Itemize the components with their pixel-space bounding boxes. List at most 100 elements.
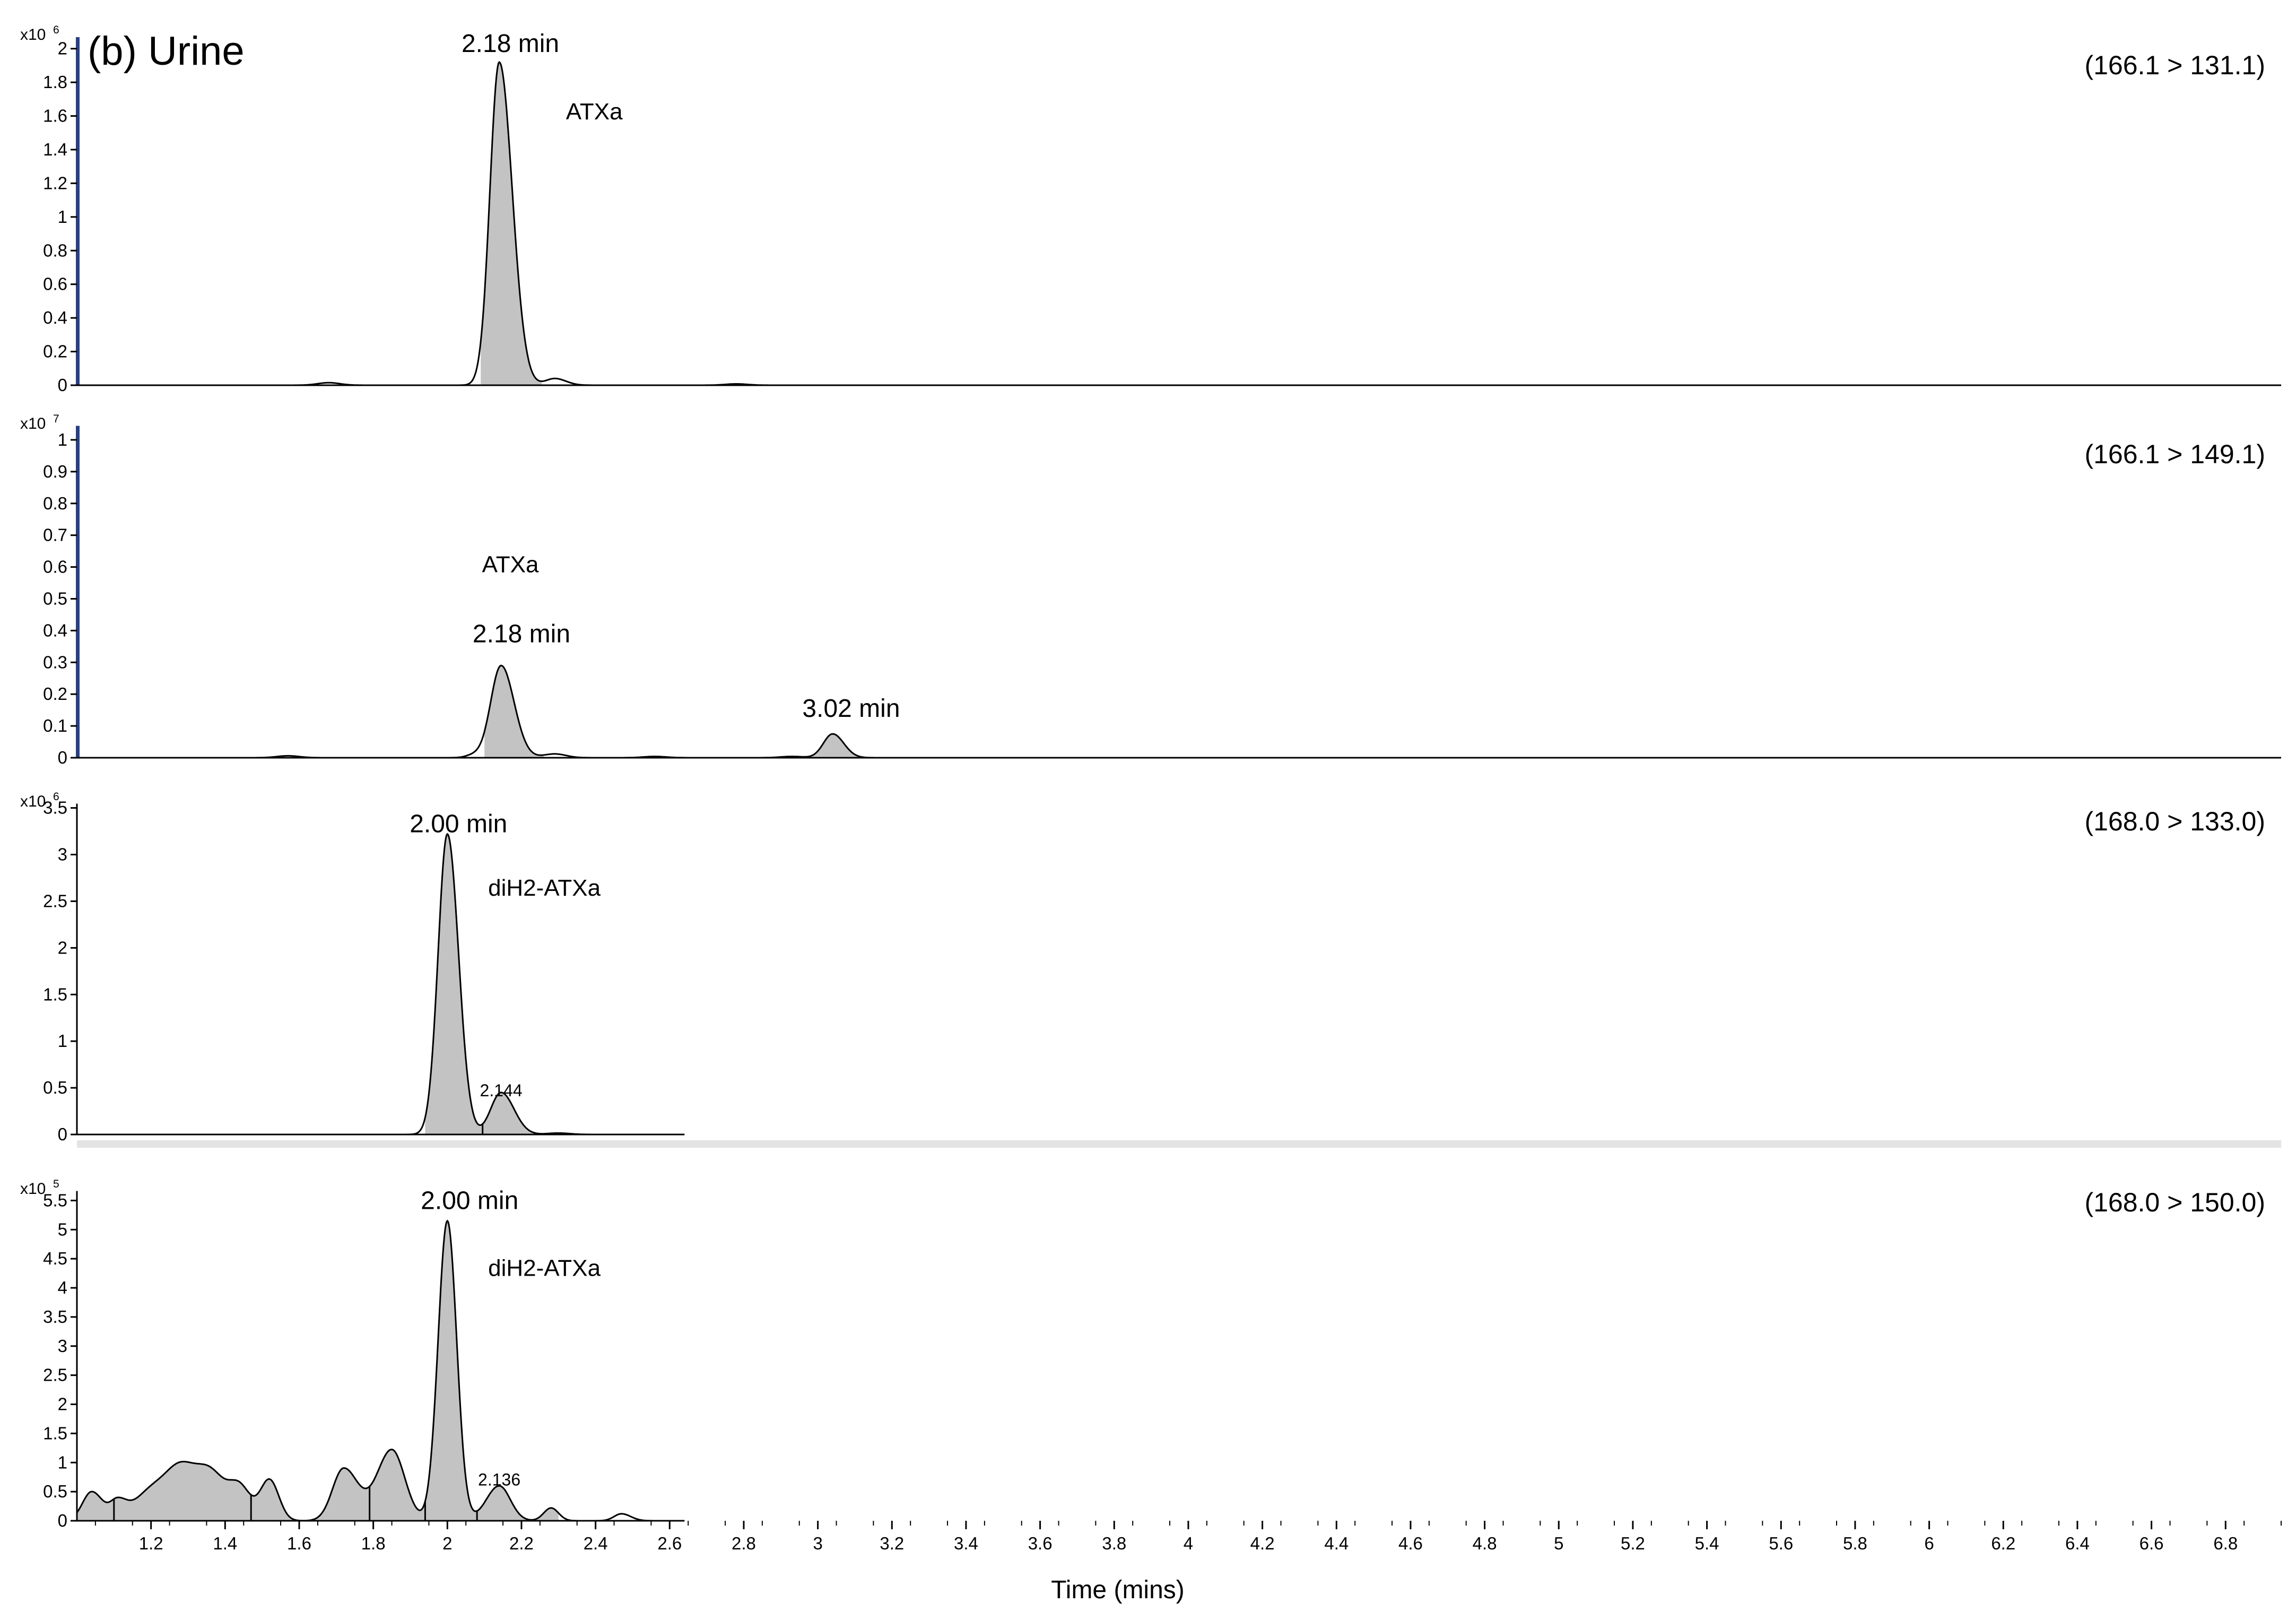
y-tick-label: 0.5 — [43, 1482, 67, 1501]
x-tick-label: 2.8 — [732, 1534, 756, 1553]
peak-annotation: diH2-ATXa — [488, 1255, 601, 1281]
panel-left-marker — [76, 37, 80, 386]
peak-annotation: ATXa — [566, 99, 623, 125]
x-tick-label: 1.2 — [139, 1534, 163, 1553]
y-tick-label: 1.2 — [43, 173, 67, 193]
peak-annotation: diH2-ATXa — [488, 875, 601, 901]
transition-label: (168.0 > 150.0) — [2084, 1188, 2265, 1217]
y-tick-label: 0.8 — [43, 240, 67, 260]
y-tick-label: 0.2 — [43, 684, 67, 704]
x-tick-label: 2.4 — [584, 1534, 608, 1553]
y-tick-label: 0.6 — [43, 557, 67, 577]
x-tick-label: 5.2 — [1621, 1534, 1645, 1553]
y-tick-label: 0.8 — [43, 493, 67, 513]
y-tick-label: 3 — [58, 845, 67, 864]
y-tick-label: 4.5 — [43, 1249, 67, 1268]
x-tick-label: 6.4 — [2065, 1534, 2090, 1553]
y-tick-label: 5.5 — [43, 1190, 67, 1210]
x-tick-label: 3.8 — [1102, 1534, 1126, 1553]
x-tick-label: 4 — [1184, 1534, 1193, 1553]
peak-area-1 — [77, 1220, 559, 1521]
y-exponent-label: x10 — [20, 793, 46, 810]
peak-annotation: 2.00 min — [410, 810, 507, 838]
transition-label: (166.1 > 131.1) — [2084, 50, 2265, 80]
x-tick-label: 3.4 — [954, 1534, 978, 1553]
x-tick-label: 3 — [813, 1534, 822, 1553]
y-tick-label: 2.5 — [43, 891, 67, 911]
y-tick-label: 3 — [58, 1336, 67, 1356]
peak-annotation: 2.18 min — [462, 30, 559, 58]
y-tick-label: 0.4 — [43, 620, 67, 640]
y-tick-label: 0 — [58, 748, 67, 767]
x-tick-label: 4.6 — [1398, 1534, 1423, 1553]
x-tick-label: 1.6 — [287, 1534, 311, 1553]
peak-annotation: 2.18 min — [473, 620, 570, 648]
panel-left-marker — [76, 426, 80, 758]
peak-area-1 — [481, 62, 542, 386]
y-tick-label: 0.1 — [43, 716, 67, 735]
x-tick-label: 6.6 — [2140, 1534, 2164, 1553]
y-tick-label: 3.5 — [43, 798, 67, 818]
y-tick-label: 0.6 — [43, 274, 67, 294]
y-tick-label: 1.5 — [43, 1423, 67, 1443]
x-tick-label: 6.2 — [1991, 1534, 2015, 1553]
panel-1: 0 0.2 0.4 0.6 0.8 1 1.2 1.4 1.6 1.8 2 x10 6 (166.1 > … — [20, 24, 2281, 395]
y-exponent-label: x10 — [20, 1180, 46, 1198]
y-exponent-power: 5 — [53, 1178, 59, 1190]
y-tick-label: 1 — [58, 207, 67, 227]
x-tick-label: 3.2 — [880, 1534, 904, 1553]
x-axis-label: Time (mins) — [1051, 1576, 1185, 1604]
y-exponent-power: 7 — [53, 413, 59, 425]
y-tick-label: 2 — [58, 39, 67, 58]
y-tick-label: 1 — [58, 430, 67, 449]
y-tick-label: 1.5 — [43, 984, 67, 1004]
y-tick-label: 4 — [58, 1278, 67, 1297]
y-tick-label: 0.2 — [43, 342, 67, 361]
peak-area-1 — [484, 665, 544, 758]
figure-title: (b) Urine — [88, 29, 245, 74]
y-tick-label: 1.4 — [43, 140, 67, 159]
peak-annotation: 2.144 — [480, 1081, 523, 1100]
peak-area-2 — [810, 734, 870, 758]
y-exponent-power: 6 — [53, 791, 59, 803]
x-tick-label: 1.4 — [213, 1534, 237, 1553]
y-tick-label: 0 — [58, 1511, 67, 1530]
x-tick-label: 2.6 — [657, 1534, 682, 1553]
y-tick-label: 0.5 — [43, 1078, 67, 1097]
transition-label: (168.0 > 133.0) — [2084, 807, 2265, 836]
x-tick-label: 6.8 — [2213, 1534, 2238, 1553]
transition-label: (166.1 > 149.1) — [2084, 439, 2265, 469]
y-tick-label: 3.5 — [43, 1307, 67, 1327]
y-tick-label: 2.5 — [43, 1365, 67, 1385]
x-tick-label: 5.8 — [1843, 1534, 1867, 1553]
y-exponent-label: x10 — [20, 26, 46, 44]
y-tick-label: 1 — [58, 1452, 67, 1472]
y-tick-label: 1.6 — [43, 106, 67, 126]
x-tick-label: 4.2 — [1250, 1534, 1275, 1553]
peak-annotation: 3.02 min — [802, 695, 900, 723]
y-tick-label: 0.4 — [43, 308, 67, 327]
x-tick-label: 2 — [442, 1534, 452, 1553]
x-tick-label: 2.2 — [509, 1534, 534, 1553]
peak-annotation: 2.136 — [478, 1470, 520, 1489]
x-tick-label: 5 — [1554, 1534, 1563, 1553]
y-tick-label: 5 — [58, 1219, 67, 1239]
x-tick-label: 1.8 — [361, 1534, 386, 1553]
y-tick-label: 0.3 — [43, 652, 67, 672]
y-tick-label: 2 — [58, 938, 67, 957]
y-tick-label: 1 — [58, 1031, 67, 1051]
x-tick-label: 6 — [1924, 1534, 1934, 1553]
y-tick-label: 0.9 — [43, 462, 67, 481]
peak-annotation: ATXa — [482, 552, 539, 578]
panel-separator — [77, 1140, 2281, 1148]
y-exponent-power: 6 — [53, 24, 59, 36]
x-tick-label: 5.6 — [1769, 1534, 1793, 1553]
y-tick-label: 0 — [58, 1124, 67, 1144]
x-tick-label: 4.4 — [1324, 1534, 1349, 1553]
y-exponent-label: x10 — [20, 415, 46, 432]
y-tick-label: 2 — [58, 1394, 67, 1414]
